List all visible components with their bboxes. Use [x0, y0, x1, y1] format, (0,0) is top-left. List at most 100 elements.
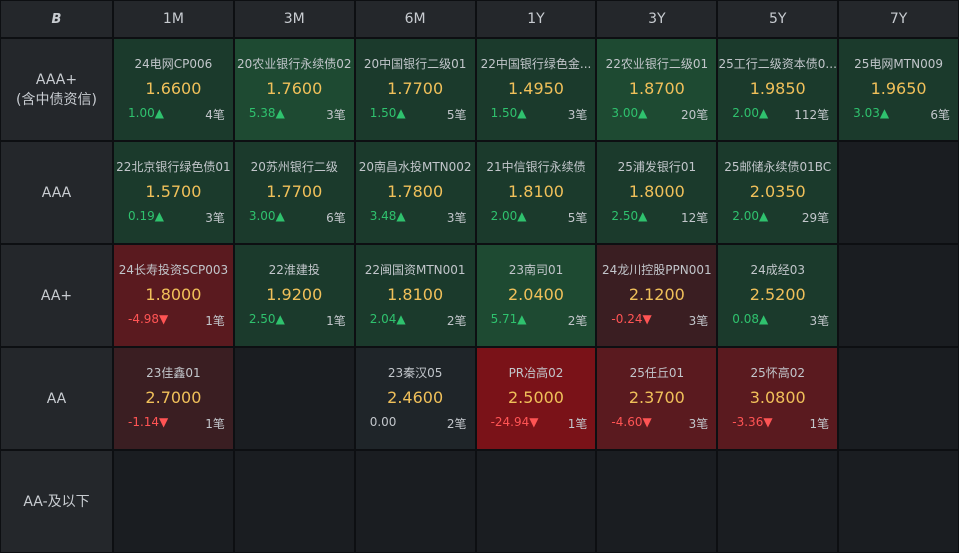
yield-change: 2.00▲: [490, 209, 527, 223]
yield-change: 5.38▲: [248, 106, 285, 120]
bond-cell[interactable]: 25任丘01 2.3700 -4.60▼ 3笔: [597, 348, 717, 449]
tenor-header-6m[interactable]: 6M: [355, 1, 475, 37]
bond-cell[interactable]: 21中信银行永续债 1.8100 2.00▲ 5笔: [476, 142, 596, 243]
trade-count: 2笔: [446, 417, 467, 431]
tenor-header-1m[interactable]: 1M: [114, 1, 233, 37]
rating-label-main: AA-及以下: [23, 493, 90, 510]
bond-cell[interactable]: 25工行二级资本债0... 1.9850 2.00▲ 112笔: [718, 39, 838, 140]
trade-count: 3笔: [446, 211, 467, 225]
rating-label-main: AAA+: [35, 71, 78, 88]
corner-cell: B: [1, 1, 112, 37]
bond-cell[interactable]: 22淮建投 1.9200 2.50▲ 1笔: [234, 245, 354, 346]
bond-name: 24成经03: [750, 263, 805, 277]
bond-name: 25工行二级资本债0...: [718, 57, 837, 71]
bond-cell[interactable]: 22北京银行绿色债01 1.5700 0.19▲ 3笔: [114, 142, 233, 243]
bond-name: 25任丘01: [629, 366, 685, 380]
empty-cell: [839, 245, 958, 346]
bond-cell[interactable]: 22闽国资MTN001 1.8100 2.04▲ 2笔: [355, 245, 475, 346]
bond-yield: 1.9650: [870, 79, 927, 98]
yield-change: 2.00▲: [732, 209, 769, 223]
bond-cell[interactable]: 23南司01 2.0400 5.71▲ 2笔: [476, 245, 596, 346]
rating-label: AAA: [1, 142, 112, 243]
trade-count: 1笔: [205, 314, 225, 328]
trade-count: 4笔: [205, 108, 225, 122]
bond-name: 21中信银行永续债: [486, 160, 586, 174]
bond-cell[interactable]: 22农业银行二级01 1.8700 3.00▲ 20笔: [597, 39, 717, 140]
empty-cell: [234, 348, 354, 449]
bond-cell[interactable]: 24龙川控股PPN001 2.1200 -0.24▼ 3笔: [597, 245, 717, 346]
bond-cell[interactable]: 24电网CP006 1.6600 1.00▲ 4笔: [114, 39, 233, 140]
bond-name: 25怀高02: [750, 366, 805, 380]
yield-change: 1.50▲: [369, 106, 406, 120]
trade-count: 1笔: [809, 417, 830, 431]
bond-name: 20中国银行二级01: [363, 57, 467, 71]
bond-name: 20苏州银行二级: [250, 160, 338, 174]
bond-yield: 1.8000: [628, 182, 685, 201]
empty-cell: [718, 451, 838, 552]
bond-yield: 1.7800: [387, 182, 444, 201]
bond-cell[interactable]: 25电网MTN009 1.9650 3.03▲ 6笔: [839, 39, 958, 140]
tenor-header-3m[interactable]: 3M: [234, 1, 354, 37]
yield-change: 2.50▲: [611, 209, 648, 223]
bond-name: 23南司01: [508, 263, 564, 277]
empty-cell: [597, 451, 717, 552]
bond-yield: 1.9850: [749, 79, 806, 98]
bond-yield: 1.9200: [266, 285, 323, 304]
bond-cell[interactable]: 20农业银行永续债02 1.7600 5.38▲ 3笔: [234, 39, 354, 140]
bond-yield: 2.4600: [387, 388, 444, 407]
rating-label-main: AA+: [40, 287, 73, 304]
bond-name: PR冶高02: [508, 366, 564, 380]
bond-yield: 3.0800: [749, 388, 806, 407]
yield-change: 2.50▲: [248, 312, 285, 326]
bond-cell[interactable]: 22中国银行绿色金... 1.4950 1.50▲ 3笔: [476, 39, 596, 140]
bond-name: 25邮储永续债01BC: [724, 160, 832, 174]
trade-count: 6笔: [930, 108, 950, 122]
bond-name: 23佳鑫01: [146, 366, 201, 380]
trade-count: 3笔: [809, 314, 830, 328]
yield-change: 0.19▲: [128, 209, 164, 223]
bond-cell[interactable]: 24长寿投资SCP003 1.8000 -4.98▼ 1笔: [114, 245, 233, 346]
rating-label: AA: [1, 348, 112, 449]
bond-yield: 2.5200: [749, 285, 806, 304]
trade-count: 20笔: [681, 108, 709, 122]
bond-name: 23秦汉05: [387, 366, 443, 380]
yield-change: 1.00▲: [128, 106, 164, 120]
bond-cell[interactable]: 24成经03 2.5200 0.08▲ 3笔: [718, 245, 838, 346]
empty-cell: [839, 142, 958, 243]
trade-count: 3笔: [567, 108, 588, 122]
bond-cell[interactable]: PR冶高02 2.5000 -24.94▼ 1笔: [476, 348, 596, 449]
tenor-header-5y[interactable]: 5Y: [718, 1, 838, 37]
bond-yield: 1.8100: [508, 182, 564, 201]
bond-yield: 1.6600: [145, 79, 202, 98]
trade-count: 5笔: [446, 108, 467, 122]
bond-name: 22淮建投: [268, 263, 320, 277]
tenor-header-3y[interactable]: 3Y: [597, 1, 717, 37]
trade-count: 29笔: [801, 211, 830, 225]
trade-count: 3笔: [688, 417, 709, 431]
bond-name: 22闽国资MTN001: [364, 263, 466, 277]
tenor-header-1y[interactable]: 1Y: [476, 1, 596, 37]
bond-name: 24电网CP006: [134, 57, 213, 71]
trade-count: 6笔: [326, 211, 346, 225]
bond-cell[interactable]: 25怀高02 3.0800 -3.36▼ 1笔: [718, 348, 838, 449]
yield-change: 3.00▲: [611, 106, 648, 120]
yield-change: -4.98▼: [128, 312, 169, 326]
bond-cell[interactable]: 25浦发银行01 1.8000 2.50▲ 12笔: [597, 142, 717, 243]
bond-yield: 2.0400: [508, 285, 564, 304]
bond-cell[interactable]: 23秦汉05 2.4600 0.00 2笔: [355, 348, 475, 449]
empty-cell: [114, 451, 233, 552]
bond-cell[interactable]: 25邮储永续债01BC 2.0350 2.00▲ 29笔: [718, 142, 838, 243]
bond-name: 20南昌水投MTN002: [358, 160, 472, 174]
trade-count: 2笔: [567, 314, 588, 328]
bond-yield: 1.7700: [387, 79, 444, 98]
bond-cell[interactable]: 23佳鑫01 2.7000 -1.14▼ 1笔: [114, 348, 233, 449]
bond-cell[interactable]: 20苏州银行二级 1.7700 3.00▲ 6笔: [234, 142, 354, 243]
trade-count: 3笔: [326, 108, 346, 122]
bond-cell[interactable]: 20南昌水投MTN002 1.7800 3.48▲ 3笔: [355, 142, 475, 243]
bond-cell[interactable]: 20中国银行二级01 1.7700 1.50▲ 5笔: [355, 39, 475, 140]
tenor-header-7y[interactable]: 7Y: [839, 1, 958, 37]
bond-yield: 2.7000: [145, 388, 202, 407]
yield-change: 3.48▲: [369, 209, 406, 223]
bond-yield: 2.0350: [749, 182, 806, 201]
